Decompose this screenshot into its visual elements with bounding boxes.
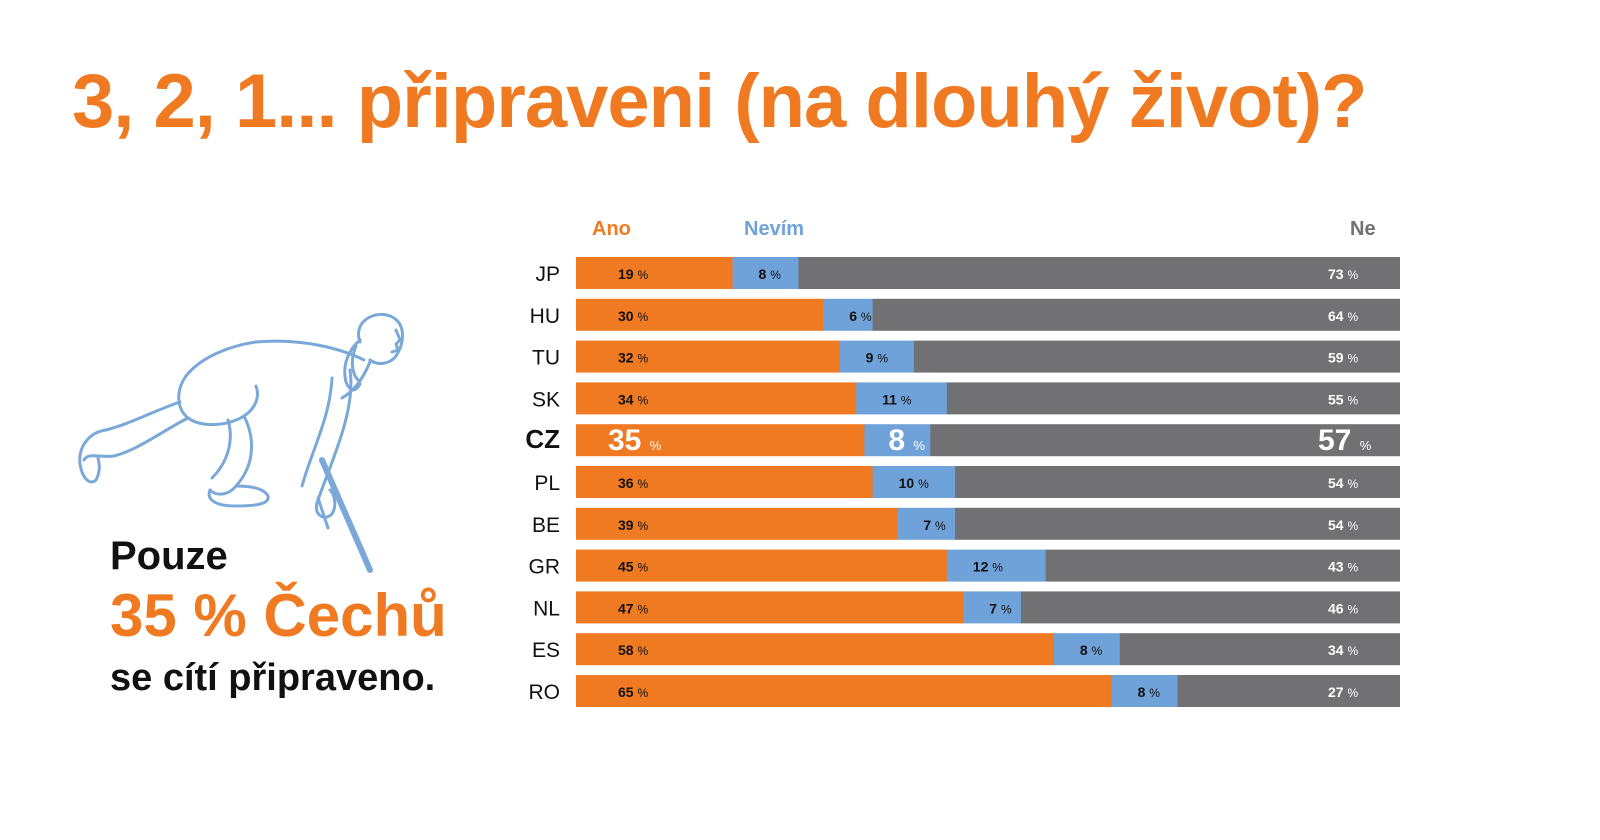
bar-segment — [872, 298, 1400, 331]
bar-segment — [576, 675, 1113, 707]
category-label: GR — [529, 556, 561, 579]
category-label: PL — [534, 472, 560, 495]
bar-segment — [1111, 675, 1179, 707]
bar-segment — [1045, 549, 1400, 582]
value-label: 64 % — [1328, 308, 1358, 324]
page-title: 3, 2, 1... připraveni (na dlouhý život)? — [72, 59, 1367, 144]
category-label: SK — [532, 388, 560, 411]
category-label: JP — [535, 263, 560, 286]
value-label: 43 % — [1328, 559, 1358, 575]
bar-segment — [823, 298, 874, 331]
value-label: 10 % — [899, 475, 929, 491]
bar-segment — [576, 257, 734, 289]
value-label: 27 % — [1328, 684, 1358, 700]
bar-segment — [856, 382, 948, 415]
value-label: 11 % — [882, 391, 912, 407]
category-label: HU — [530, 305, 560, 328]
value-label: 59 % — [1328, 350, 1358, 366]
bar-segment — [576, 549, 948, 582]
bar-segment — [732, 257, 799, 289]
caption: Pouze 35 % Čechů se cítí připraveno. — [110, 532, 447, 704]
bar-segment — [955, 507, 1400, 540]
category-label: RO — [529, 681, 561, 704]
bar-segment — [576, 633, 1055, 666]
value-label: 46 % — [1328, 600, 1358, 616]
caption-line3: se cítí připraveno. — [110, 657, 436, 699]
stacked-bar-chart: Ano Nevím Ne JP 19 % 8 % 73 % HU 30 % 6 % 64 % TU 32… — [525, 218, 1400, 707]
value-label: 58 % — [618, 642, 648, 658]
bar-segment — [576, 340, 841, 373]
value-label: 65 % — [618, 684, 648, 700]
bar-segment — [576, 466, 874, 498]
bar-segment — [576, 591, 964, 624]
legend-nevim: Nevím — [744, 218, 804, 240]
bar-segment — [839, 340, 915, 373]
sprinter-start-icon — [78, 312, 404, 573]
bar-segment — [798, 257, 1400, 289]
legend-ne: Ne — [1350, 218, 1376, 240]
value-label: 8 % — [1080, 642, 1103, 658]
bar-segment — [864, 424, 931, 457]
bar-segment — [913, 340, 1400, 373]
bar-segment — [1053, 633, 1121, 666]
value-label: 55 % — [1328, 391, 1358, 407]
bar-segment — [897, 507, 956, 540]
legend-ano: Ano — [592, 218, 631, 240]
value-label: 8 % — [1138, 684, 1161, 700]
value-label: 19 % — [618, 266, 648, 282]
bar-segment — [946, 382, 1400, 415]
bar-segment — [1177, 675, 1400, 707]
value-label: 73 % — [1328, 266, 1358, 282]
value-label: 6 % — [849, 308, 872, 324]
value-label: 32 % — [618, 350, 648, 366]
value-label: 12 % — [973, 559, 1003, 575]
caption-highlight: 35 % Čechů — [110, 582, 447, 649]
value-label: 45 % — [618, 559, 648, 575]
value-label: 34 % — [618, 391, 648, 407]
value-label: 8 % — [759, 266, 782, 282]
category-label: ES — [532, 639, 560, 662]
bar-segment — [963, 591, 1022, 624]
category-label: NL — [533, 597, 560, 620]
value-label: 7 % — [923, 517, 946, 533]
bar-segment — [872, 466, 956, 498]
value-label: 34 % — [1328, 642, 1358, 658]
bar-segment — [576, 298, 824, 331]
bar-segment — [576, 507, 898, 540]
value-label: 47 % — [618, 600, 648, 616]
bar-segment — [930, 424, 1400, 457]
category-label: CZ — [525, 424, 560, 454]
value-label: 39 % — [618, 517, 648, 533]
category-label: TU — [532, 347, 560, 370]
bar-segment — [576, 424, 865, 457]
value-label: 7 % — [989, 600, 1012, 616]
bar-segment — [576, 382, 857, 415]
value-label: 54 % — [1328, 517, 1358, 533]
bar-segment — [1020, 591, 1400, 624]
value-label: 30 % — [618, 308, 648, 324]
value-label: 54 % — [1328, 475, 1358, 491]
value-label: 36 % — [618, 475, 648, 491]
bar-segment — [946, 549, 1047, 582]
category-label: BE — [532, 514, 560, 537]
caption-line1: Pouze — [110, 534, 228, 578]
bar-segment — [1119, 633, 1400, 666]
bar-segment — [955, 466, 1400, 498]
value-label: 9 % — [866, 350, 889, 366]
